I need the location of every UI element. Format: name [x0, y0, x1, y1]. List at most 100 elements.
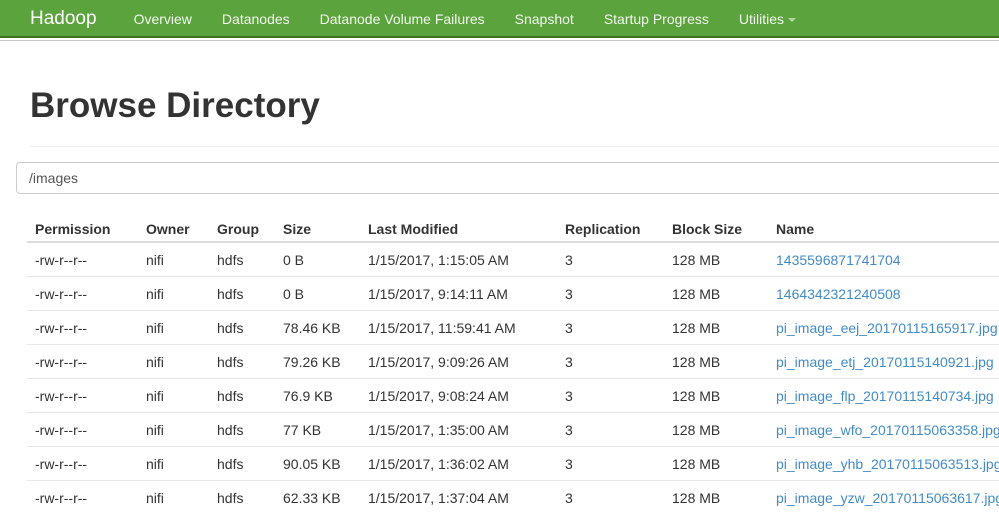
table-row: -rw-r--r-- nifi hdfs 0 B 1/15/2017, 9:14… — [27, 277, 999, 311]
cell-group: hdfs — [209, 345, 275, 379]
col-header-size: Size — [275, 213, 360, 242]
file-link[interactable]: pi_image_wfo_20170115063358.jpg — [776, 422, 999, 438]
cell-name: pi_image_eej_20170115165917.jpg — [768, 311, 999, 345]
navbar-divider — [0, 40, 999, 41]
cell-size: 0 B — [275, 277, 360, 311]
cell-name: pi_image_yzw_20170115063617.jpg — [768, 481, 999, 515]
nav-item-datanodes[interactable]: Datanodes — [207, 0, 305, 36]
cell-permission: -rw-r--r-- — [27, 447, 138, 481]
cell-size: 77 KB — [275, 413, 360, 447]
file-link[interactable]: 1464342321240508 — [776, 286, 901, 302]
cell-owner: nifi — [138, 277, 209, 311]
cell-name: pi_image_etj_20170115140921.jpg — [768, 345, 999, 379]
cell-size: 62.33 KB — [275, 481, 360, 515]
cell-permission: -rw-r--r-- — [27, 277, 138, 311]
top-navbar: Hadoop Overview Datanodes Datanode Volum… — [0, 0, 999, 38]
table-row: -rw-r--r-- nifi hdfs 62.33 KB 1/15/2017,… — [27, 481, 999, 515]
cell-permission: -rw-r--r-- — [27, 413, 138, 447]
cell-block-size: 128 MB — [664, 345, 768, 379]
cell-size: 78.46 KB — [275, 311, 360, 345]
cell-owner: nifi — [138, 481, 209, 515]
cell-name: 1435596871741704 — [768, 242, 999, 277]
cell-size: 90.05 KB — [275, 447, 360, 481]
cell-last-modified: 1/15/2017, 9:08:24 AM — [360, 379, 557, 413]
cell-last-modified: 1/15/2017, 9:09:26 AM — [360, 345, 557, 379]
cell-replication: 3 — [557, 277, 664, 311]
page-header-divider — [30, 146, 999, 147]
cell-replication: 3 — [557, 379, 664, 413]
nav-item-startup-progress[interactable]: Startup Progress — [589, 0, 724, 36]
file-link[interactable]: pi_image_flp_20170115140734.jpg — [776, 388, 994, 404]
cell-replication: 3 — [557, 242, 664, 277]
table-header-row: Permission Owner Group Size Last Modifie… — [27, 213, 999, 242]
navbar-menu: Overview Datanodes Datanode Volume Failu… — [119, 0, 811, 36]
nav-item-snapshot[interactable]: Snapshot — [500, 0, 589, 36]
table-row: -rw-r--r-- nifi hdfs 77 KB 1/15/2017, 1:… — [27, 413, 999, 447]
file-link[interactable]: pi_image_eej_20170115165917.jpg — [776, 320, 998, 336]
browse-directory-page: Browse Directory Permission Owner Group … — [0, 86, 999, 514]
col-header-owner: Owner — [138, 213, 209, 242]
file-link[interactable]: pi_image_etj_20170115140921.jpg — [776, 354, 994, 370]
nav-item-overview[interactable]: Overview — [119, 0, 207, 36]
file-link[interactable]: pi_image_yzw_20170115063617.jpg — [776, 490, 999, 506]
cell-owner: nifi — [138, 242, 209, 277]
chevron-down-icon — [788, 18, 796, 22]
cell-permission: -rw-r--r-- — [27, 379, 138, 413]
cell-name: 1464342321240508 — [768, 277, 999, 311]
nav-item-datanode-volume-failures[interactable]: Datanode Volume Failures — [305, 0, 500, 36]
cell-size: 79.26 KB — [275, 345, 360, 379]
directory-path-input[interactable] — [16, 162, 999, 194]
table-row: -rw-r--r-- nifi hdfs 76.9 KB 1/15/2017, … — [27, 379, 999, 413]
cell-replication: 3 — [557, 413, 664, 447]
directory-path-row — [16, 162, 999, 194]
cell-block-size: 128 MB — [664, 311, 768, 345]
cell-last-modified: 1/15/2017, 1:35:00 AM — [360, 413, 557, 447]
cell-block-size: 128 MB — [664, 242, 768, 277]
nav-item-utilities-dropdown[interactable]: Utilities — [724, 0, 811, 36]
col-header-block-size: Block Size — [664, 213, 768, 242]
cell-replication: 3 — [557, 345, 664, 379]
cell-block-size: 128 MB — [664, 481, 768, 515]
cell-owner: nifi — [138, 345, 209, 379]
col-header-replication: Replication — [557, 213, 664, 242]
cell-group: hdfs — [209, 447, 275, 481]
cell-last-modified: 1/15/2017, 9:14:11 AM — [360, 277, 557, 311]
cell-size: 76.9 KB — [275, 379, 360, 413]
cell-group: hdfs — [209, 277, 275, 311]
file-listing-table: Permission Owner Group Size Last Modifie… — [27, 213, 999, 514]
file-link[interactable]: pi_image_yhb_20170115063513.jpg — [776, 456, 999, 472]
cell-replication: 3 — [557, 481, 664, 515]
col-header-last-modified: Last Modified — [360, 213, 557, 242]
cell-last-modified: 1/15/2017, 1:15:05 AM — [360, 242, 557, 277]
hadoop-brand-link[interactable]: Hadoop — [15, 0, 112, 36]
cell-block-size: 128 MB — [664, 277, 768, 311]
cell-last-modified: 1/15/2017, 1:36:02 AM — [360, 447, 557, 481]
cell-permission: -rw-r--r-- — [27, 242, 138, 277]
col-header-name: Name — [768, 213, 999, 242]
cell-name: pi_image_yhb_20170115063513.jpg — [768, 447, 999, 481]
cell-owner: nifi — [138, 413, 209, 447]
table-row: -rw-r--r-- nifi hdfs 90.05 KB 1/15/2017,… — [27, 447, 999, 481]
cell-last-modified: 1/15/2017, 11:59:41 AM — [360, 311, 557, 345]
cell-size: 0 B — [275, 242, 360, 277]
cell-group: hdfs — [209, 379, 275, 413]
cell-group: hdfs — [209, 413, 275, 447]
table-row: -rw-r--r-- nifi hdfs 0 B 1/15/2017, 1:15… — [27, 242, 999, 277]
cell-group: hdfs — [209, 481, 275, 515]
cell-last-modified: 1/15/2017, 1:37:04 AM — [360, 481, 557, 515]
cell-permission: -rw-r--r-- — [27, 311, 138, 345]
page-title: Browse Directory — [30, 86, 999, 126]
cell-name: pi_image_flp_20170115140734.jpg — [768, 379, 999, 413]
cell-block-size: 128 MB — [664, 447, 768, 481]
cell-block-size: 128 MB — [664, 413, 768, 447]
file-link[interactable]: 1435596871741704 — [776, 252, 901, 268]
table-row: -rw-r--r-- nifi hdfs 79.26 KB 1/15/2017,… — [27, 345, 999, 379]
cell-group: hdfs — [209, 311, 275, 345]
cell-owner: nifi — [138, 379, 209, 413]
cell-permission: -rw-r--r-- — [27, 345, 138, 379]
nav-item-utilities-label: Utilities — [739, 11, 784, 27]
cell-block-size: 128 MB — [664, 379, 768, 413]
cell-permission: -rw-r--r-- — [27, 481, 138, 515]
cell-replication: 3 — [557, 447, 664, 481]
cell-replication: 3 — [557, 311, 664, 345]
